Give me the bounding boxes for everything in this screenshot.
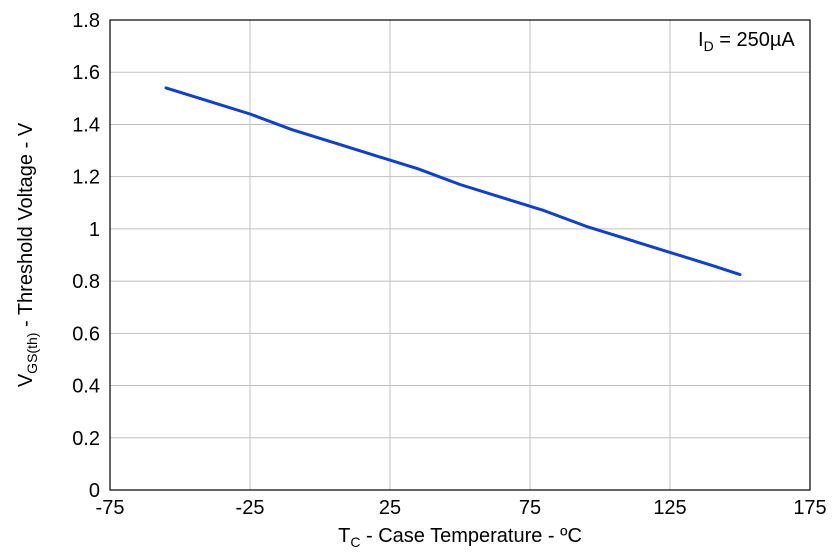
y-tick-label: 1.2 (72, 167, 100, 189)
y-tick-label: 1.6 (72, 62, 100, 84)
y-tick-label: 0.8 (72, 271, 100, 293)
x-tick-label: 125 (653, 497, 686, 519)
chart-container: -75-25257512517500.20.40.60.811.21.41.61… (0, 0, 839, 559)
x-tick-label: -25 (236, 497, 265, 519)
y-tick-label: 1.8 (72, 10, 100, 32)
x-tick-label: 75 (519, 497, 541, 519)
x-tick-label: 175 (793, 497, 826, 519)
line-chart: -75-25257512517500.20.40.60.811.21.41.61… (0, 0, 839, 559)
y-tick-label: 0.2 (72, 428, 100, 450)
x-tick-label: 25 (379, 497, 401, 519)
y-tick-label: 0.4 (72, 376, 100, 398)
y-tick-label: 0 (89, 480, 100, 502)
y-tick-label: 0.6 (72, 323, 100, 345)
y-tick-label: 1.4 (72, 114, 100, 136)
x-axis-label: TC - Case Temperature - ºC (338, 525, 582, 550)
y-tick-label: 1 (89, 219, 100, 241)
